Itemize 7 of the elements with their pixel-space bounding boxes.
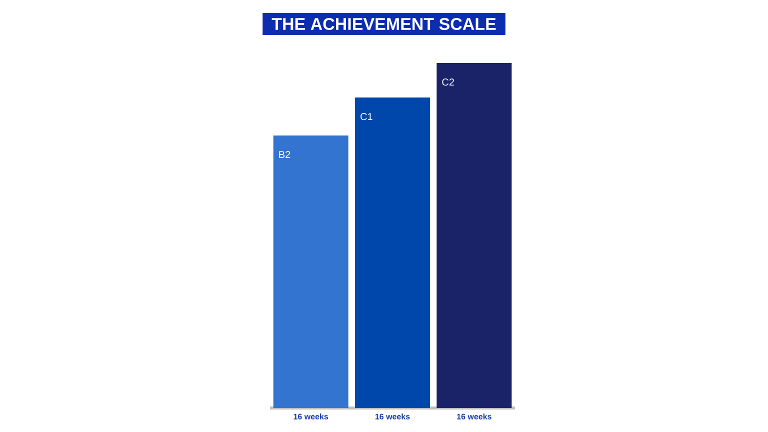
- x-tick-label: 16 weeks: [457, 414, 492, 420]
- annotation: C2: [442, 78, 454, 86]
- chart-title: THE ACHIEVEMENT SCALE: [272, 18, 496, 30]
- annotation: C1: [360, 113, 372, 120]
- annotation: B2: [279, 150, 290, 158]
- x-tick-label: 16 weeks: [375, 414, 410, 420]
- x-tick-label: 16 weeks: [294, 414, 328, 420]
